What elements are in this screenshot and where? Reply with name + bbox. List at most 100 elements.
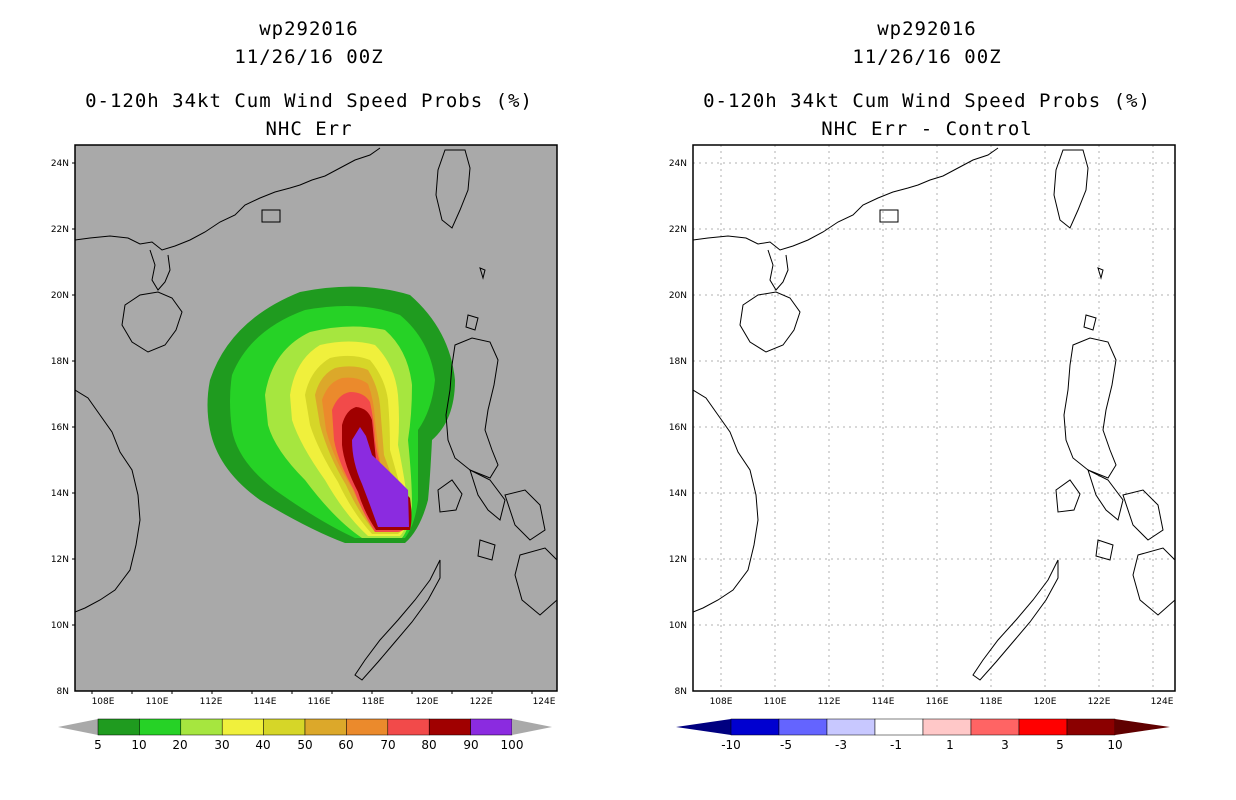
lon-label: 122E xyxy=(470,697,493,707)
lat-label: 8N xyxy=(675,687,687,697)
lon-label: 112E xyxy=(200,697,223,707)
lon-label: 114E xyxy=(254,697,277,707)
left-lon-axis: 108E 110E 112E 114E 116E 118E 120E 122E … xyxy=(92,697,556,707)
colorbar-label: 70 xyxy=(380,738,395,752)
lon-label: 120E xyxy=(416,697,439,707)
colorbar-underflow-triangle xyxy=(676,719,731,735)
left-storm-id: wp292016 xyxy=(259,18,359,40)
colorbar-cell xyxy=(428,718,471,736)
left-colorbar: 5 10 20 30 40 50 60 70 80 90 100 xyxy=(58,718,552,752)
lon-label: 118E xyxy=(362,697,385,707)
colorbar-cell xyxy=(1018,718,1068,736)
colorbar-label: 30 xyxy=(214,738,229,752)
lat-label: 22N xyxy=(669,225,687,235)
colorbar-label: -5 xyxy=(780,738,792,752)
right-product-title: 0-120h 34kt Cum Wind Speed Probs (%) xyxy=(703,90,1151,112)
right-difference-map: 24N 22N 20N 18N 16N 14N 12N 10N 8N 108E … xyxy=(669,144,1176,752)
colorbar-label: 1 xyxy=(946,738,954,752)
lon-label: 120E xyxy=(1034,697,1057,707)
left-case-title: NHC Err xyxy=(265,118,353,140)
left-product-title: 0-120h 34kt Cum Wind Speed Probs (%) xyxy=(85,90,533,112)
colorbar-overflow-triangle xyxy=(512,719,552,735)
colorbar-cell xyxy=(139,718,182,736)
lat-label: 16N xyxy=(669,423,687,433)
colorbar-label: 20 xyxy=(172,738,187,752)
lon-label: 114E xyxy=(872,697,895,707)
colorbar-label: 10 xyxy=(131,738,146,752)
colorbar-label: 50 xyxy=(297,738,312,752)
lon-label: 108E xyxy=(710,697,733,707)
right-lat-axis: 24N 22N 20N 18N 16N 14N 12N 10N 8N xyxy=(669,159,687,697)
colorbar-cell xyxy=(970,718,1020,736)
left-map-frame xyxy=(74,144,558,692)
lat-label: 24N xyxy=(51,159,69,169)
right-valid-time: 11/26/16 00Z xyxy=(852,46,1002,68)
right-map-frame xyxy=(692,144,1176,692)
colorbar-label: 40 xyxy=(255,738,270,752)
colorbar-cell xyxy=(874,718,924,736)
colorbar-cell xyxy=(922,718,972,736)
right-grid xyxy=(693,145,1175,691)
colorbar-label: 90 xyxy=(463,738,478,752)
lon-label: 108E xyxy=(92,697,115,707)
lat-label: 18N xyxy=(51,357,69,367)
colorbar-cell xyxy=(180,718,223,736)
lat-label: 10N xyxy=(51,621,69,631)
colorbar-label: 80 xyxy=(421,738,436,752)
colorbar-cell xyxy=(97,718,140,736)
lat-label: 20N xyxy=(669,291,687,301)
colorbar-cell xyxy=(778,718,828,736)
lon-label: 110E xyxy=(764,697,787,707)
colorbar-cell xyxy=(387,718,430,736)
lat-label: 10N xyxy=(669,621,687,631)
right-map-background xyxy=(693,145,1175,691)
colorbar-cell xyxy=(346,718,389,736)
left-panel: wp292016 11/26/16 00Z 0-120h 34kt Cum Wi… xyxy=(51,18,558,752)
colorbar-cell xyxy=(730,718,780,736)
lat-label: 12N xyxy=(51,555,69,565)
lat-label: 8N xyxy=(57,687,69,697)
colorbar-label: 5 xyxy=(1056,738,1064,752)
lat-label: 24N xyxy=(669,159,687,169)
right-panel: wp292016 11/26/16 00Z 0-120h 34kt Cum Wi… xyxy=(618,0,1236,800)
right-lon-axis: 108E 110E 112E 114E 116E 118E 120E 122E … xyxy=(710,697,1174,707)
colorbar-cell xyxy=(826,718,876,736)
right-colorbar: -10 -5 -3 -1 1 3 5 10 xyxy=(676,718,1170,752)
lon-label: 124E xyxy=(1151,697,1174,707)
lon-label: 122E xyxy=(1088,697,1111,707)
colorbar-label: -10 xyxy=(721,738,741,752)
lon-label: 124E xyxy=(533,697,556,707)
lon-label: 116E xyxy=(926,697,949,707)
lat-label: 14N xyxy=(51,489,69,499)
contour-90pct xyxy=(352,427,409,527)
lon-label: 118E xyxy=(980,697,1003,707)
colorbar-cell xyxy=(263,718,306,736)
colorbar-label: 10 xyxy=(1107,738,1122,752)
colorbar-cell xyxy=(470,718,513,736)
right-storm-id: wp292016 xyxy=(877,18,977,40)
lat-label: 16N xyxy=(51,423,69,433)
lat-label: 12N xyxy=(669,555,687,565)
lat-label: 14N xyxy=(669,489,687,499)
colorbar-label: 100 xyxy=(501,738,524,752)
lat-label: 22N xyxy=(51,225,69,235)
lat-label: 20N xyxy=(51,291,69,301)
colorbar-label: -3 xyxy=(835,738,847,752)
left-valid-time: 11/26/16 00Z xyxy=(234,46,384,68)
left-lat-axis: 24N 22N 20N 18N 16N 14N 12N 10N 8N xyxy=(51,159,69,697)
lon-label: 116E xyxy=(308,697,331,707)
lon-label: 110E xyxy=(146,697,169,707)
colorbar-label: 5 xyxy=(94,738,102,752)
colorbar-label: 3 xyxy=(1001,738,1009,752)
colorbar-label: -1 xyxy=(890,738,902,752)
colorbar-label: 60 xyxy=(338,738,353,752)
colorbar-cell xyxy=(304,718,347,736)
colorbar-cell xyxy=(221,718,264,736)
colorbar-overflow-triangle xyxy=(1115,719,1170,735)
left-probability-map: 24N 22N 20N 18N 16N 14N 12N 10N 8N 108E … xyxy=(51,144,558,752)
colorbar-cell xyxy=(1066,718,1116,736)
colorbar-underflow-triangle xyxy=(58,719,98,735)
lat-label: 18N xyxy=(669,357,687,367)
right-case-title: NHC Err - Control xyxy=(821,118,1033,140)
lon-label: 112E xyxy=(818,697,841,707)
